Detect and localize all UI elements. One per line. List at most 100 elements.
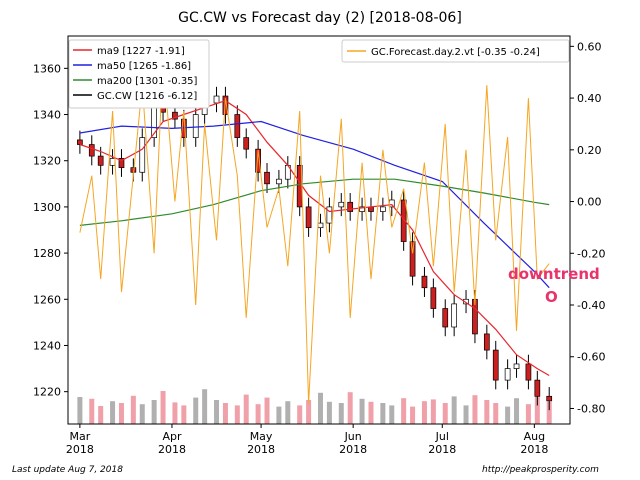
candle-body — [109, 158, 116, 166]
candle-body — [172, 111, 178, 120]
candle-body — [264, 171, 270, 185]
axes: 1220 1240 1260 1280 1300 1320 1340 1360 0.60 0.40… — [33, 35, 605, 456]
legend-left-label: ma200 [1301 -0.35] — [97, 76, 198, 87]
volume-bar — [285, 401, 291, 424]
volume-bar — [451, 396, 457, 424]
volume-bar — [514, 398, 520, 424]
candle-body — [504, 368, 511, 381]
y-right-tick-label: -0.80 — [577, 402, 605, 415]
candle-body — [88, 144, 95, 157]
candle-body — [492, 349, 499, 381]
candle-body — [483, 333, 490, 351]
candle-body — [305, 206, 312, 229]
volume-bar — [442, 403, 448, 424]
y-right-tick-label: -0.20 — [577, 247, 605, 260]
candle-body — [276, 178, 282, 185]
legend-left: ma9 [1227 -1.91] ma50 [1265 -1.86] ma200 [… — [68, 39, 210, 109]
volume-bar — [222, 403, 228, 424]
candle-body — [255, 148, 261, 173]
volume-bar — [234, 405, 240, 424]
candle-body — [534, 379, 541, 397]
x-tick-label: Jul 2018 — [428, 430, 456, 456]
volume-bar — [193, 397, 199, 424]
volume-bar — [368, 401, 374, 424]
x-tick-label: May 2018 — [247, 430, 275, 456]
candle-body — [409, 241, 416, 277]
candle-body — [430, 287, 437, 309]
y-left-tick-label: 1260 — [33, 293, 61, 306]
volume-bar — [255, 404, 261, 424]
volume-bar — [401, 398, 407, 424]
volume-bar — [463, 405, 469, 424]
candle-body — [442, 308, 449, 328]
candle-body — [347, 201, 354, 212]
series-lines — [79, 59, 550, 404]
y-right-tick-label: -0.60 — [577, 351, 605, 364]
volume-bar — [181, 405, 187, 424]
volume-bar — [172, 402, 178, 424]
y-left-tick-label: 1320 — [33, 155, 61, 168]
legend-left-box — [68, 39, 210, 109]
volume-bar — [389, 405, 395, 424]
legend-right-box — [341, 39, 570, 63]
candle-body — [326, 206, 333, 224]
candle-body — [400, 199, 407, 242]
candle-body — [139, 137, 146, 173]
volume-bar — [534, 396, 540, 424]
candle-body — [380, 206, 386, 212]
y-left-tick-label: 1220 — [33, 386, 61, 399]
volume-bar — [546, 401, 552, 424]
candle-body — [118, 158, 125, 168]
volume-bar — [338, 403, 344, 424]
candle-body — [234, 114, 241, 138]
y-left-tick-label: 1280 — [33, 247, 61, 260]
candle-body — [546, 395, 553, 402]
volume-bar — [98, 406, 104, 424]
y-right-tick-label: 0.00 — [577, 196, 602, 209]
volume-bar — [77, 397, 83, 424]
volume-bar — [151, 400, 157, 424]
volume-bar — [347, 392, 353, 424]
volume-bar — [421, 401, 427, 424]
legend-right: GC.Forecast.day.2.vt [-0.35 -0.24] — [341, 39, 570, 63]
candle-body — [243, 137, 250, 150]
y-left-tick-label: 1240 — [33, 339, 61, 352]
volume-bar — [276, 406, 282, 424]
footer-url: http://peakprosperity.com — [482, 465, 599, 475]
y-right-tick-label: -0.40 — [577, 299, 605, 312]
y-right-tick-label: 0.60 — [577, 40, 602, 53]
x-tick-label: Jun 2018 — [339, 430, 367, 456]
candle-body — [192, 114, 199, 138]
volume-bar — [118, 403, 124, 424]
volume-bar — [264, 397, 270, 424]
volume-bar — [410, 406, 416, 424]
y-left-tick-label: 1340 — [33, 109, 61, 122]
candle-body — [213, 95, 220, 104]
volume-bar — [317, 392, 323, 424]
candle-body — [317, 222, 324, 229]
x-tick-label: Aug 2018 — [520, 430, 548, 456]
volume-bars — [77, 389, 552, 424]
footer-update: Last update Aug 7, 2018 — [12, 465, 123, 475]
legend-left-label: ma9 [1227 -1.91] — [97, 46, 185, 57]
downtrend-annotation: downtrend — [508, 265, 600, 283]
candle-body — [97, 155, 104, 166]
legend-left-label: GC.CW [1216 -6.12] — [97, 91, 197, 102]
y-right-tick-label: 0.20 — [577, 144, 602, 157]
ma200-line — [79, 178, 550, 226]
volume-bar — [306, 400, 312, 424]
volume-bar — [484, 400, 490, 424]
volume-bar — [110, 401, 116, 424]
downtrend-marker: O — [545, 288, 558, 306]
volume-bar — [243, 394, 249, 424]
candle-body — [525, 363, 532, 381]
y-left-tick-label: 1360 — [33, 62, 61, 75]
candle-body — [421, 275, 428, 289]
volume-bar — [430, 399, 436, 424]
volume-bar — [326, 401, 332, 424]
volume-bar — [160, 391, 166, 424]
candle-body — [77, 139, 83, 145]
volume-bar — [380, 403, 386, 424]
legend-left-label: ma50 [1265 -1.86] — [97, 61, 191, 72]
